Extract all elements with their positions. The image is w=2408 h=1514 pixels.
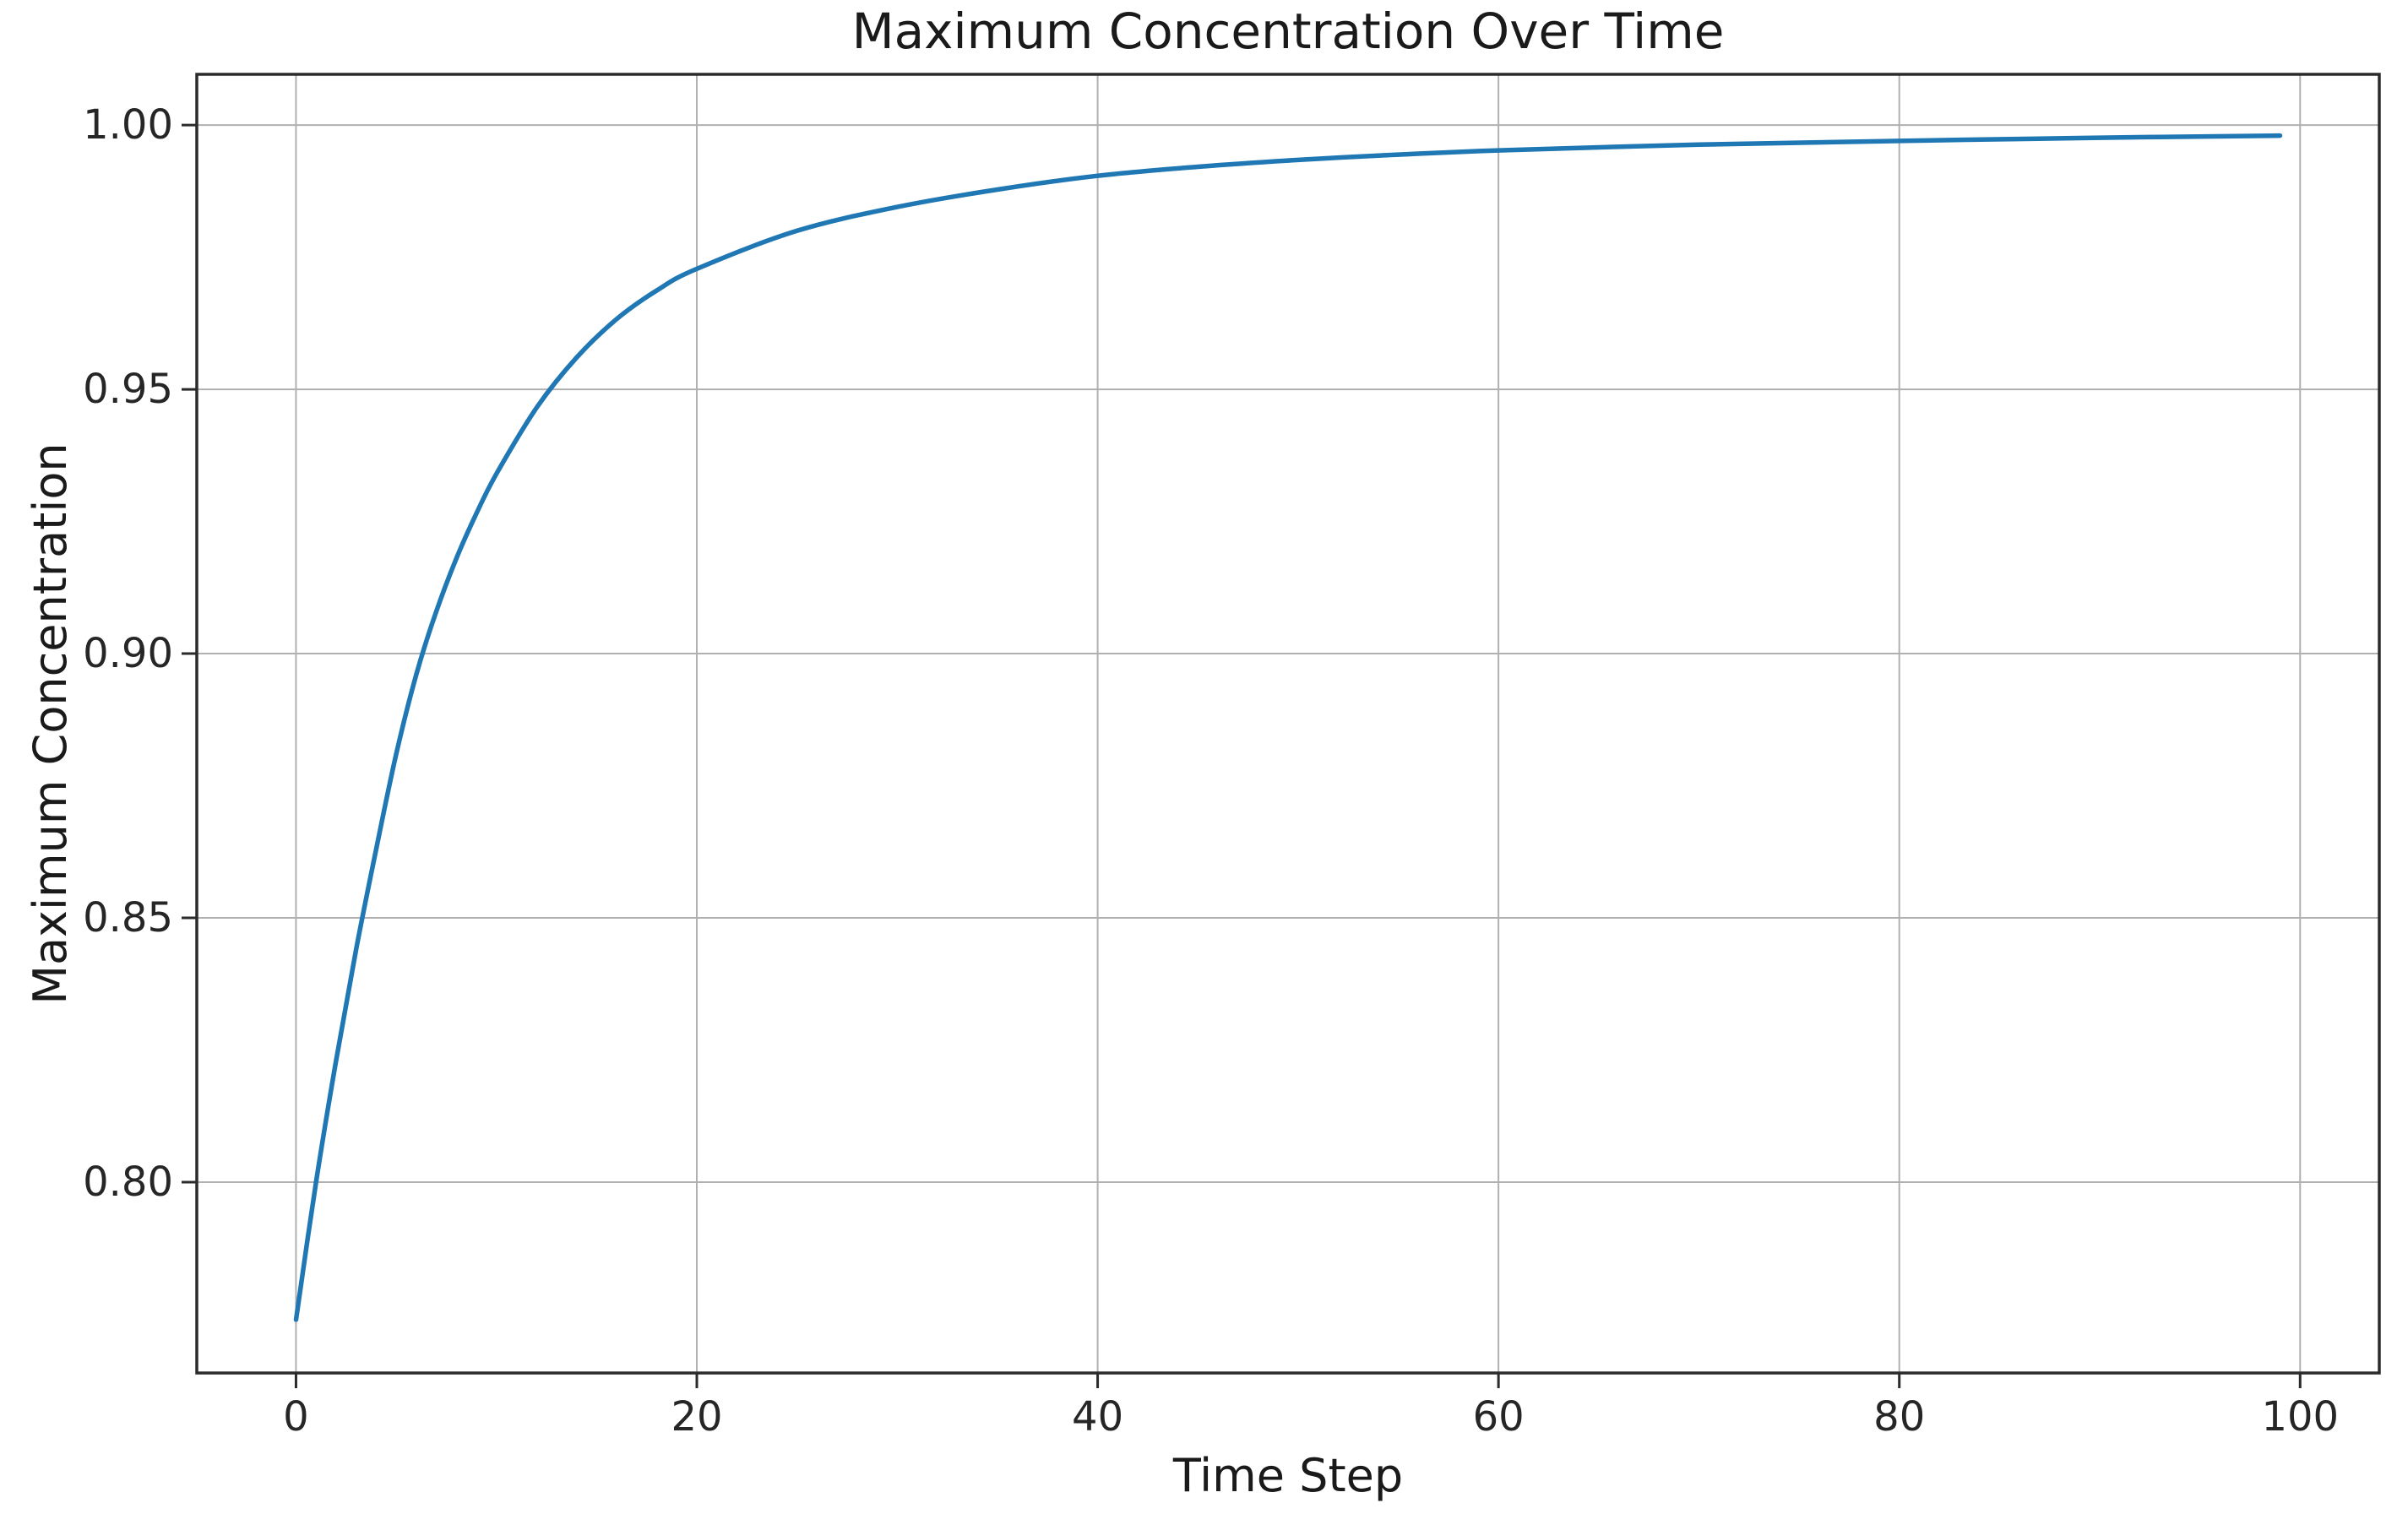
chart-title: Maximum Concentration Over Time — [851, 3, 1725, 60]
x-tick-label: 20 — [671, 1393, 723, 1441]
y-tick-label: 0.90 — [83, 630, 173, 678]
y-tick-label: 0.95 — [83, 366, 173, 414]
series-line-max_concentration — [293, 133, 2283, 1322]
y-tick-label: 1.00 — [83, 101, 173, 149]
y-tick-label: 0.85 — [83, 894, 173, 942]
x-tick-label: 60 — [1472, 1393, 1525, 1441]
x-tick-label: 0 — [283, 1393, 309, 1441]
plot-border — [195, 73, 2381, 1375]
x-tick-label: 80 — [1873, 1393, 1926, 1441]
x-tick-label: 40 — [1072, 1393, 1124, 1441]
x-axis-label: Time Step — [1172, 1449, 1404, 1502]
x-tick-label: 100 — [2261, 1393, 2340, 1441]
y-tick-label: 0.80 — [83, 1159, 173, 1207]
